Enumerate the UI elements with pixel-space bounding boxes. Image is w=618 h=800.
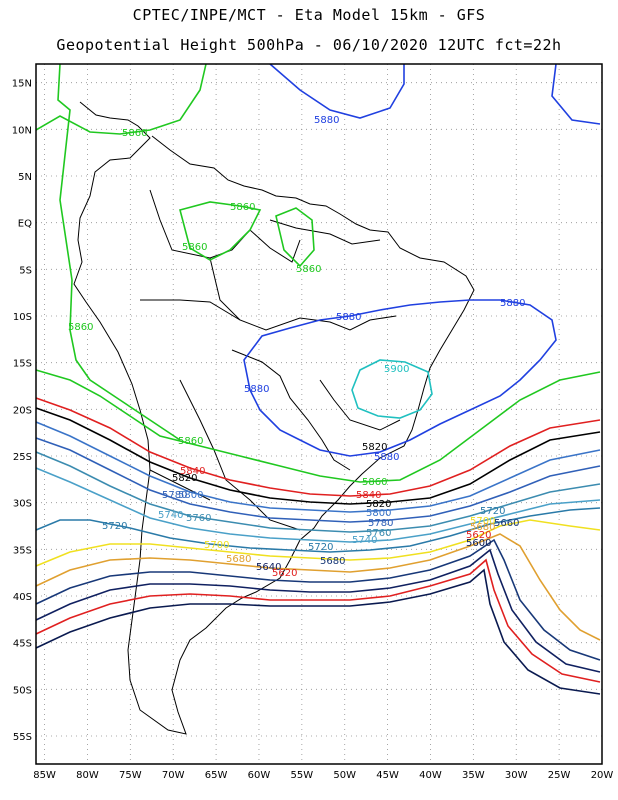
lat-tick-label: EQ xyxy=(18,219,32,230)
contour-label-5860: 5860 xyxy=(178,436,203,447)
contour-5780 xyxy=(35,437,601,523)
contour-5720 xyxy=(35,507,601,553)
contour-5860-amazon-2 xyxy=(275,207,315,268)
contour-label-5880: 5880 xyxy=(244,384,269,395)
contour-label-5880: 5880 xyxy=(500,298,525,309)
contour-5880-north xyxy=(269,63,405,119)
contour-lines xyxy=(35,63,601,695)
contour-label-5820: 5820 xyxy=(362,442,387,453)
lon-tick-label: 35W xyxy=(462,770,485,781)
contour-label-5660: 5660 xyxy=(494,518,519,529)
contour-label-5820: 5820 xyxy=(366,499,391,510)
contour-5880 xyxy=(243,299,557,457)
lat-tick-label: 5S xyxy=(19,265,32,276)
contour-5860-west xyxy=(57,63,181,441)
contour-label-5620: 5620 xyxy=(466,530,491,541)
lat-tick-label: 50S xyxy=(13,685,32,696)
contour-label-5880: 5880 xyxy=(374,452,399,463)
contour-5840 xyxy=(35,397,601,497)
lon-tick-label: 50W xyxy=(333,770,356,781)
contour-label-5840: 5840 xyxy=(180,466,205,477)
contour-label-5720: 5720 xyxy=(308,542,333,553)
contour-label-5680: 5680 xyxy=(226,554,251,565)
contour-labels: 5900 5880 5880 5880 5880 5880 5860 5860 … xyxy=(68,115,525,579)
contour-5860-amazon xyxy=(179,201,262,261)
contour-5660 xyxy=(35,538,601,661)
axis-ticks: 85W 80W 75W 70W 65W 60W 55W 50W 45W 40W 35W 30W 25W 2… xyxy=(12,79,614,781)
contour-label-5800: 5800 xyxy=(178,490,203,501)
lat-tick-label: 30S xyxy=(13,499,32,510)
lon-tick-label: 55W xyxy=(291,770,314,781)
contour-5640 xyxy=(35,548,601,673)
lat-tick-label: 25S xyxy=(13,452,32,463)
contour-5860-north xyxy=(35,63,207,135)
contour-label-5760: 5760 xyxy=(366,528,391,539)
lat-tick-label: 15N xyxy=(12,79,32,90)
contour-label-5880: 5880 xyxy=(336,312,361,323)
contour-label-5760: 5760 xyxy=(186,513,211,524)
lat-tick-label: 35S xyxy=(13,545,32,556)
lat-tick-label: 10N xyxy=(12,125,32,136)
contour-label-5860: 5860 xyxy=(362,477,387,488)
contour-label-5600: 5600 xyxy=(466,538,491,549)
contour-label-5740: 5740 xyxy=(352,535,377,546)
lon-tick-label: 30W xyxy=(505,770,528,781)
contour-5880-ne xyxy=(551,63,601,125)
contour-5800 xyxy=(35,421,601,513)
contour-label-5780: 5780 xyxy=(368,518,393,529)
lat-tick-label: 45S xyxy=(13,639,32,650)
lon-tick-label: 85W xyxy=(33,770,56,781)
contour-5760 xyxy=(35,451,601,533)
contour-5680 xyxy=(35,533,601,641)
lon-tick-label: 70W xyxy=(162,770,185,781)
contour-5620 xyxy=(35,558,601,683)
contour-5700 xyxy=(35,519,601,567)
lon-tick-label: 60W xyxy=(248,770,271,781)
contour-label-5740: 5740 xyxy=(158,510,183,521)
contour-label-5840: 5840 xyxy=(356,490,381,501)
lat-tick-label: 55S xyxy=(13,732,32,743)
lat-tick-label: 20S xyxy=(13,405,32,416)
contour-label-5820: 5820 xyxy=(172,473,197,484)
contour-label-5700: 5700 xyxy=(204,540,229,551)
contour-label-5680: 5680 xyxy=(320,556,345,567)
map-frame xyxy=(35,63,603,765)
contour-label-5680: 5680 xyxy=(470,522,495,533)
contour-label-5880: 5880 xyxy=(314,115,339,126)
contour-label-5640: 5640 xyxy=(256,562,281,573)
contour-label-5860: 5860 xyxy=(230,202,255,213)
lon-tick-label: 80W xyxy=(76,770,99,781)
grid-lines xyxy=(36,64,603,764)
lat-tick-label: 15S xyxy=(13,359,32,370)
contour-label-5700: 5700 xyxy=(470,516,495,527)
contour-5900 xyxy=(351,359,433,419)
lon-tick-label: 75W xyxy=(119,770,142,781)
contour-label-5800: 5800 xyxy=(366,508,391,519)
contour-label-5620: 5620 xyxy=(272,568,297,579)
lat-tick-label: 40S xyxy=(13,592,32,603)
lon-tick-label: 40W xyxy=(419,770,442,781)
contour-label-5720: 5720 xyxy=(480,506,505,517)
lat-tick-label: 5N xyxy=(18,172,32,183)
lat-tick-label: 10S xyxy=(13,312,32,323)
contour-5600 xyxy=(35,568,601,695)
lon-tick-label: 25W xyxy=(548,770,571,781)
contour-label-5860: 5860 xyxy=(296,264,321,275)
contour-label-5860: 5860 xyxy=(68,322,93,333)
map-title: CPTEC/INPE/MCT - Eta Model 15km - GFS xyxy=(132,6,486,24)
contour-label-5900: 5900 xyxy=(384,364,409,375)
contour-5860 xyxy=(35,369,601,483)
map-subtitle: Geopotential Height 500hPa - 06/10/2020 … xyxy=(56,36,562,54)
contour-label-5860: 5860 xyxy=(182,242,207,253)
contour-label-5720: 5720 xyxy=(102,521,127,532)
lon-tick-label: 45W xyxy=(376,770,399,781)
contour-label-5780: 5780 xyxy=(162,490,187,501)
contour-5820 xyxy=(35,407,601,505)
contour-label-5860: 5860 xyxy=(122,128,147,139)
contour-5740 xyxy=(35,467,601,543)
lon-tick-label: 65W xyxy=(205,770,228,781)
lon-tick-label: 20W xyxy=(591,770,614,781)
